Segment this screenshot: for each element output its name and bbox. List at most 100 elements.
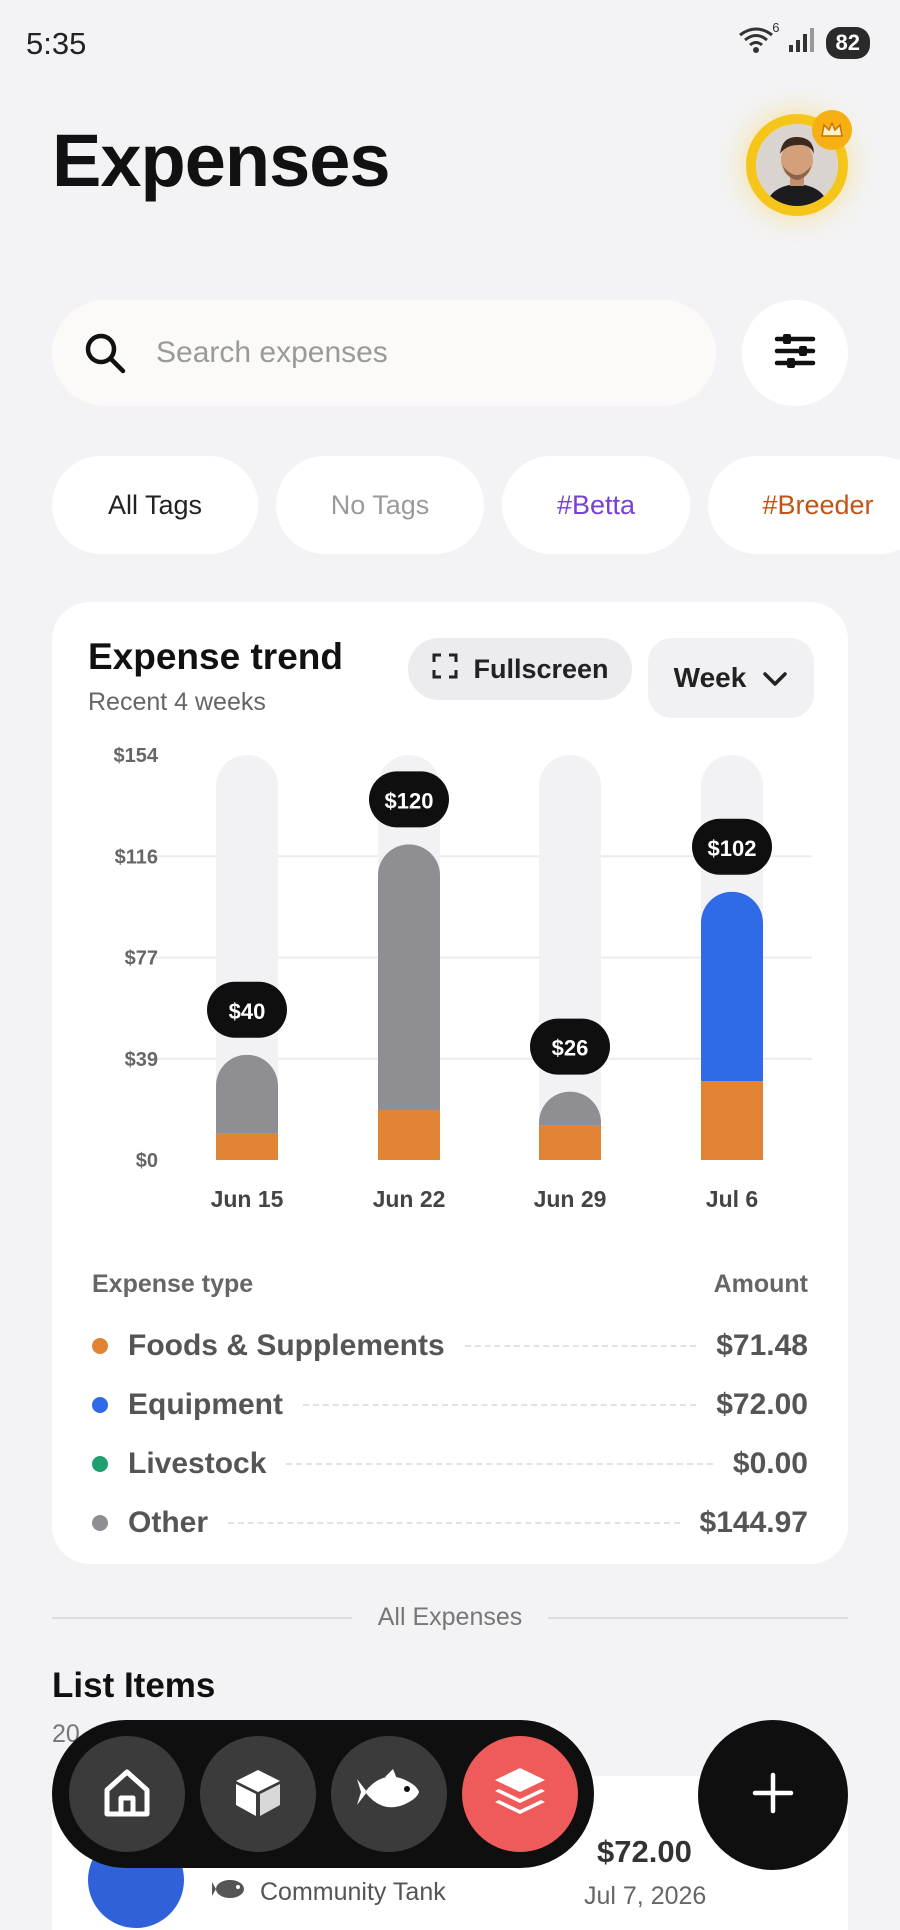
nav-inventory[interactable] (200, 1736, 316, 1852)
breakdown-name: Foods & Supplements (128, 1328, 445, 1362)
y-tick-label: $154 (114, 745, 159, 767)
legend-dot (92, 1337, 108, 1354)
breakdown-list: Foods & Supplements $71.48 Equipment $72… (92, 1316, 808, 1552)
period-label: Week (673, 662, 747, 693)
bar-segment (701, 891, 763, 1082)
bar-track (216, 755, 278, 1160)
battery-indicator: 82 (825, 26, 870, 59)
bar-total-label: $40 (229, 999, 266, 1024)
card-subtitle: Recent 4 weeks (88, 688, 266, 716)
leader-line (303, 1403, 697, 1406)
bar-segment (216, 1054, 278, 1134)
breakdown-name: Livestock (128, 1446, 267, 1480)
fullscreen-icon (431, 652, 459, 687)
status-bar: 5:35 6 82 (0, 0, 900, 86)
expense-trend-card: $154 $116 $77 $39 $0 $40 Jun 15 $120 Jun 22 $26 Ju… (52, 602, 848, 1564)
fish-icon (357, 1767, 421, 1822)
breakdown-amount: $72.00 (716, 1387, 808, 1421)
box-icon (230, 1764, 286, 1825)
divider-line (52, 1616, 352, 1619)
bottom-nav (52, 1720, 594, 1868)
sliders-icon (773, 331, 817, 376)
crown-icon (812, 110, 852, 150)
page-title: Expenses (52, 119, 391, 202)
bar-segment (378, 1110, 440, 1160)
nav-home[interactable] (69, 1736, 185, 1852)
breakdown-amount: $0.00 (732, 1446, 808, 1480)
breakdown-row-other[interactable]: Other $144.97 (92, 1493, 808, 1552)
status-icons: 6 82 (738, 20, 870, 59)
bar-total-bubble (369, 771, 449, 828)
search-icon (80, 328, 130, 378)
item-date: Jul 7, 2026 (584, 1882, 707, 1910)
search-input[interactable] (156, 336, 636, 370)
item-amount: $72.00 (597, 1834, 692, 1869)
x-tick-label: Jul 6 (706, 1186, 758, 1212)
leader-line (464, 1344, 697, 1347)
breakdown-row-foods[interactable]: Foods & Supplements $71.48 (92, 1316, 808, 1375)
plus-icon (751, 1771, 795, 1820)
bar-total-bubble (207, 981, 287, 1038)
item-tank: Community Tank (212, 1878, 446, 1907)
fish-small-icon (212, 1878, 248, 1907)
y-tick-label: $77 (125, 948, 158, 970)
y-tick-label: $116 (115, 846, 158, 868)
y-tick-label: $0 (136, 1150, 158, 1172)
expense-trend-chart: $154 $116 $77 $39 $0 $40 Jun 15 $120 Jun 22 $26 Ju… (114, 745, 812, 1212)
fullscreen-button[interactable]: Fullscreen (408, 638, 632, 700)
bar-segment (539, 1125, 601, 1160)
bar-total-label: $26 (552, 1036, 589, 1061)
legend-dot (92, 1514, 108, 1531)
period-dropdown[interactable]: Week (648, 638, 814, 718)
leader-line (228, 1521, 680, 1524)
avatar[interactable] (746, 110, 852, 216)
bar-total-bubble (692, 818, 772, 875)
wifi-icon: 6 (738, 20, 780, 59)
breakdown-amount: $144.97 (699, 1505, 808, 1539)
nav-expenses[interactable] (462, 1736, 578, 1852)
filter-button[interactable] (742, 300, 848, 406)
bar-segment (701, 1081, 763, 1160)
signal-icon (788, 27, 816, 58)
list-title: List Items (52, 1666, 216, 1705)
bar-total-label: $120 (385, 788, 434, 813)
bar-total-bubble (530, 1018, 610, 1075)
add-expense-button[interactable] (698, 1720, 848, 1870)
tag-betta[interactable]: #Betta (502, 456, 690, 554)
tag-none[interactable]: No Tags (276, 456, 484, 554)
divider-label: All Expenses (377, 1603, 523, 1631)
breakdown-type-header: Expense type (92, 1270, 254, 1298)
home-icon (99, 1764, 155, 1825)
x-tick-label: Jun 29 (534, 1186, 607, 1212)
item-tank-name: Community Tank (260, 1878, 446, 1906)
legend-dot (92, 1455, 108, 1472)
layers-icon (491, 1764, 549, 1825)
wifi-badge: 6 (772, 20, 780, 35)
breakdown-name: Equipment (128, 1387, 283, 1421)
all-expenses-divider: All Expenses (52, 1603, 848, 1632)
fullscreen-label: Fullscreen (473, 653, 609, 684)
breakdown-row-equipment[interactable]: Equipment $72.00 (92, 1375, 808, 1434)
status-time: 5:35 (26, 26, 87, 61)
legend-dot (92, 1396, 108, 1413)
search-bar[interactable] (52, 300, 716, 406)
bar-total-label: $102 (708, 836, 757, 861)
card-title: Expense trend (88, 636, 343, 677)
divider-line (548, 1616, 848, 1619)
breakdown-amount: $71.48 (716, 1328, 808, 1362)
x-tick-label: Jun 22 (373, 1186, 446, 1212)
bar-segment (378, 844, 440, 1111)
bar-segment (216, 1133, 278, 1160)
nav-fish[interactable] (331, 1736, 447, 1852)
breakdown-row-livestock[interactable]: Livestock $0.00 (92, 1434, 808, 1493)
leader-line (286, 1462, 713, 1465)
breakdown-amount-header: Amount (713, 1270, 808, 1298)
chevron-down-icon (762, 662, 788, 694)
tag-breeder[interactable]: #Breeder (708, 456, 900, 554)
breakdown-name: Other (128, 1505, 209, 1539)
y-tick-label: $39 (125, 1049, 158, 1071)
x-tick-label: Jun 15 (211, 1186, 284, 1212)
breakdown-header: Expense type Amount (92, 1270, 808, 1299)
tag-filter-row: All Tags No Tags #Betta #Breeder (52, 456, 900, 554)
tag-all[interactable]: All Tags (52, 456, 258, 554)
